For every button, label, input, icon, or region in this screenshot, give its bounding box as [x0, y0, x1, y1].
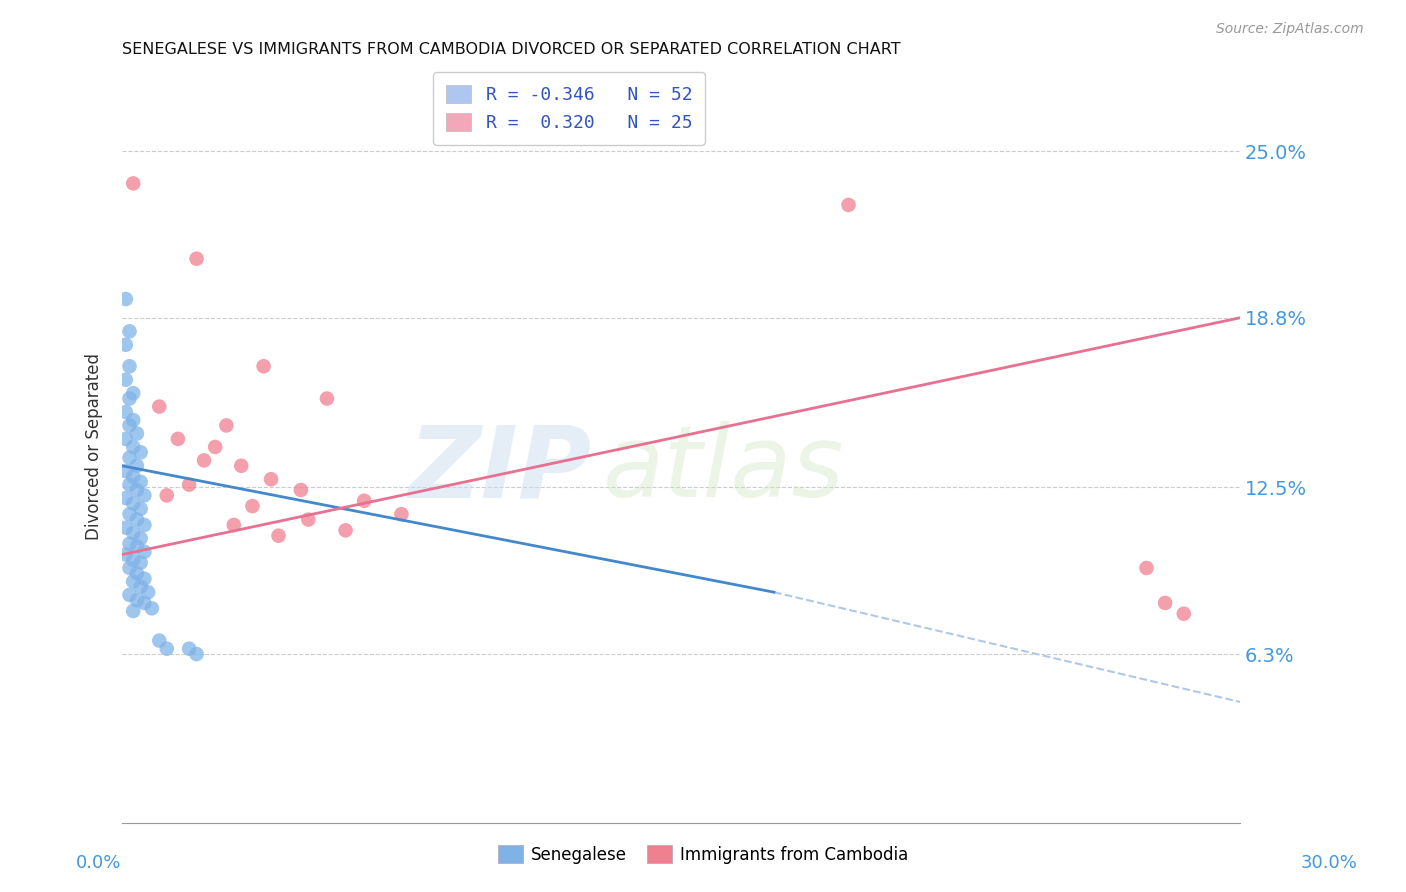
Point — [134, 518, 156, 533]
Point — [118, 359, 141, 374]
Point — [193, 453, 215, 467]
Point — [118, 561, 141, 575]
Point — [204, 440, 226, 454]
Point — [231, 458, 253, 473]
Point — [242, 499, 264, 513]
Point — [260, 472, 283, 486]
Point — [335, 524, 357, 538]
Point — [1135, 561, 1157, 575]
Point — [125, 593, 148, 607]
Point — [118, 418, 141, 433]
Point — [118, 324, 141, 338]
Point — [129, 475, 152, 489]
Point — [252, 359, 274, 374]
Point — [267, 529, 290, 543]
Point — [148, 633, 170, 648]
Point — [297, 512, 319, 526]
Point — [177, 477, 200, 491]
Point — [122, 526, 145, 541]
Point — [129, 532, 152, 546]
Point — [114, 405, 136, 419]
Point — [125, 540, 148, 554]
Point — [125, 426, 148, 441]
Point — [118, 392, 141, 406]
Point — [353, 493, 375, 508]
Point — [125, 458, 148, 473]
Point — [118, 588, 141, 602]
Point — [114, 464, 136, 478]
Point — [186, 252, 208, 266]
Point — [114, 292, 136, 306]
Point — [215, 418, 238, 433]
Text: atlas: atlas — [603, 421, 844, 518]
Point — [122, 574, 145, 589]
Point — [167, 432, 190, 446]
Point — [129, 501, 152, 516]
Point — [122, 386, 145, 401]
Point — [118, 537, 141, 551]
Point — [1154, 596, 1177, 610]
Text: SENEGALESE VS IMMIGRANTS FROM CAMBODIA DIVORCED OR SEPARATED CORRELATION CHART: SENEGALESE VS IMMIGRANTS FROM CAMBODIA D… — [122, 42, 901, 57]
Y-axis label: Divorced or Separated: Divorced or Separated — [86, 353, 103, 541]
Point — [129, 580, 152, 594]
Point — [177, 641, 200, 656]
Point — [122, 496, 145, 510]
Point — [118, 507, 141, 521]
Text: 30.0%: 30.0% — [1301, 855, 1357, 872]
Point — [125, 566, 148, 581]
Point — [122, 413, 145, 427]
Point — [122, 177, 145, 191]
Point — [141, 601, 163, 615]
Point — [222, 518, 245, 533]
Point — [122, 440, 145, 454]
Legend: R = -0.346   N = 52, R =  0.320   N = 25: R = -0.346 N = 52, R = 0.320 N = 25 — [433, 72, 704, 145]
Point — [136, 585, 159, 599]
Point — [316, 392, 339, 406]
Text: Source: ZipAtlas.com: Source: ZipAtlas.com — [1216, 22, 1364, 37]
Point — [837, 198, 859, 212]
Point — [125, 512, 148, 526]
Point — [129, 556, 152, 570]
Point — [114, 491, 136, 505]
Point — [114, 373, 136, 387]
Point — [156, 488, 179, 502]
Point — [118, 450, 141, 465]
Point — [134, 596, 156, 610]
Point — [122, 469, 145, 483]
Legend: Senegalese, Immigrants from Cambodia: Senegalese, Immigrants from Cambodia — [491, 838, 915, 871]
Point — [148, 400, 170, 414]
Point — [290, 483, 312, 497]
Text: 0.0%: 0.0% — [76, 855, 121, 872]
Point — [125, 483, 148, 497]
Point — [1173, 607, 1195, 621]
Point — [114, 548, 136, 562]
Point — [129, 445, 152, 459]
Point — [122, 604, 145, 618]
Point — [134, 572, 156, 586]
Point — [186, 647, 208, 661]
Point — [134, 545, 156, 559]
Point — [391, 507, 413, 521]
Point — [114, 432, 136, 446]
Point — [122, 553, 145, 567]
Text: ZIP: ZIP — [409, 421, 592, 518]
Point — [114, 521, 136, 535]
Point — [134, 488, 156, 502]
Point — [118, 477, 141, 491]
Point — [156, 641, 179, 656]
Point — [114, 337, 136, 351]
